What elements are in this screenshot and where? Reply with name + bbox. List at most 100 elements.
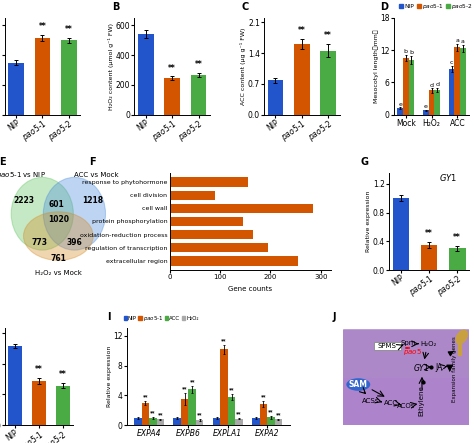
Bar: [228, 397, 235, 425]
Text: $\it{GY1}$: $\it{GY1}$: [439, 172, 457, 183]
Text: J: J: [333, 312, 337, 323]
Bar: [460, 48, 466, 115]
Bar: [35, 38, 50, 115]
Bar: [455, 47, 460, 115]
Bar: [196, 420, 203, 425]
Text: **: **: [150, 410, 155, 415]
Text: **: **: [65, 25, 73, 34]
FancyBboxPatch shape: [374, 342, 401, 350]
Text: $\it{GY1}$: $\it{GY1}$: [413, 361, 429, 373]
Bar: [267, 417, 274, 425]
Text: Ethylene: Ethylene: [419, 386, 424, 416]
Legend: NIP, $\it{pao5}$-1, $\it{pao5}$-2: NIP, $\it{pao5}$-1, $\it{pao5}$-2: [397, 0, 474, 13]
Text: **: **: [35, 365, 43, 374]
Text: E: E: [0, 157, 6, 167]
Text: **: **: [59, 370, 67, 379]
Bar: [32, 381, 46, 425]
Text: **: **: [229, 387, 234, 392]
Bar: [156, 420, 164, 425]
Y-axis label: Mesocotyl length（mm）: Mesocotyl length（mm）: [373, 29, 379, 103]
Text: JA: JA: [435, 362, 443, 372]
Bar: [397, 108, 403, 115]
Ellipse shape: [456, 330, 468, 344]
Bar: [392, 198, 410, 270]
Bar: [458, 341, 461, 355]
Bar: [420, 245, 438, 270]
Bar: [181, 399, 188, 425]
Text: H₂O₂: H₂O₂: [421, 341, 437, 347]
Ellipse shape: [43, 177, 106, 250]
FancyBboxPatch shape: [342, 329, 471, 425]
Text: d: d: [429, 82, 434, 88]
Bar: [170, 230, 253, 239]
Y-axis label: Relative expression: Relative expression: [107, 346, 111, 408]
Bar: [188, 389, 196, 425]
Bar: [260, 404, 267, 425]
Text: **: **: [261, 395, 266, 400]
Bar: [170, 243, 268, 253]
Bar: [449, 249, 465, 270]
Text: $\it{pao5}$: $\it{pao5}$: [403, 346, 422, 357]
Text: e: e: [398, 102, 402, 107]
Text: F: F: [90, 157, 96, 167]
Bar: [61, 40, 77, 115]
Text: **: **: [276, 412, 281, 417]
Y-axis label: ACC content (μg g⁻¹ FW): ACC content (μg g⁻¹ FW): [240, 27, 246, 105]
Text: 601: 601: [48, 199, 64, 209]
Text: ACC: ACC: [384, 400, 398, 406]
Bar: [294, 44, 310, 115]
Text: **: **: [157, 412, 163, 417]
Bar: [252, 418, 260, 425]
Text: SPMS: SPMS: [378, 343, 397, 349]
Bar: [191, 75, 206, 115]
Text: **: **: [168, 63, 176, 73]
Bar: [409, 60, 414, 115]
Text: a: a: [461, 39, 465, 44]
Bar: [170, 217, 243, 226]
Text: **: **: [182, 386, 187, 391]
Text: **: **: [236, 411, 242, 416]
Text: **: **: [298, 26, 306, 35]
Bar: [428, 90, 434, 115]
Ellipse shape: [11, 177, 73, 250]
Text: **: **: [197, 412, 202, 417]
Bar: [320, 51, 336, 115]
Text: H₂O₂ vs Mock: H₂O₂ vs Mock: [35, 270, 82, 276]
Text: Spm: Spm: [401, 340, 417, 346]
Bar: [449, 69, 455, 115]
Bar: [138, 34, 154, 115]
Text: **: **: [268, 409, 273, 414]
Text: B: B: [112, 2, 119, 12]
Text: **: **: [190, 379, 195, 384]
FancyBboxPatch shape: [342, 378, 471, 425]
Text: **: **: [425, 229, 433, 238]
Text: ACOs: ACOs: [397, 403, 415, 409]
Text: b: b: [410, 50, 413, 55]
Text: C: C: [242, 2, 249, 12]
Bar: [403, 58, 409, 115]
Text: 1020: 1020: [48, 215, 69, 224]
Text: D: D: [380, 2, 388, 12]
Text: 761: 761: [50, 254, 66, 263]
Bar: [8, 62, 24, 115]
Text: I: I: [107, 312, 110, 323]
Bar: [164, 78, 180, 115]
Text: a: a: [456, 38, 459, 43]
Bar: [434, 90, 440, 115]
Text: $\it{pao5}$-1 vs NIP: $\it{pao5}$-1 vs NIP: [0, 170, 46, 180]
Text: **: **: [221, 338, 227, 343]
Bar: [170, 190, 215, 200]
Text: **: **: [195, 60, 202, 69]
Text: c: c: [450, 60, 454, 66]
Text: e: e: [424, 104, 428, 109]
Bar: [134, 418, 142, 425]
Bar: [170, 256, 298, 266]
Text: **: **: [324, 31, 332, 40]
Text: 773: 773: [31, 238, 47, 247]
Text: 1218: 1218: [82, 196, 103, 205]
Text: ACSs: ACSs: [362, 398, 380, 404]
Bar: [142, 403, 149, 425]
Text: **: **: [143, 394, 148, 399]
Bar: [268, 80, 283, 115]
Bar: [423, 110, 428, 115]
